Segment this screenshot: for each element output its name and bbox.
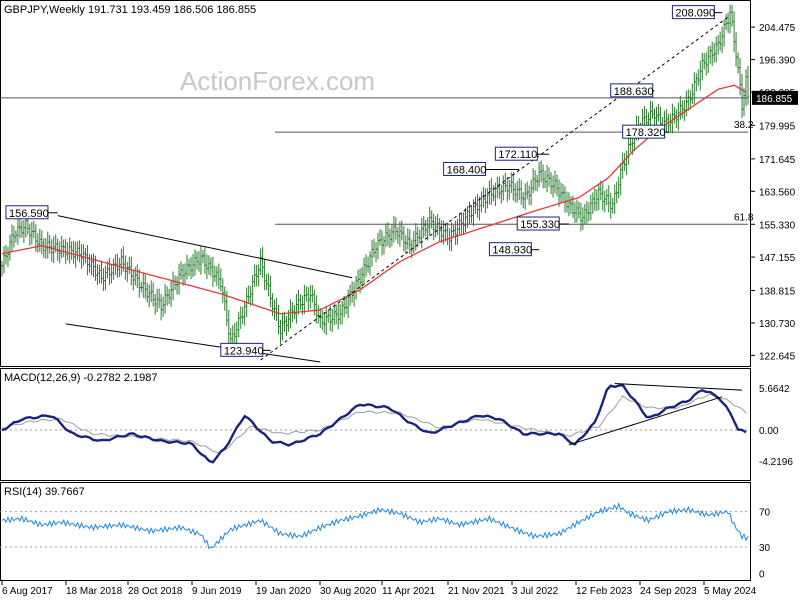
x-date-label: 9 Jun 2019 [192, 586, 242, 597]
macd-y-tick: 0.00 [759, 426, 779, 437]
x-date-label: 19 Jan 2020 [256, 586, 311, 597]
fib-label: 61.8 [734, 212, 754, 223]
price-label-box [5, 205, 49, 220]
price-label-box [622, 124, 666, 139]
rsi-y-tick: 70 [759, 508, 771, 519]
price-label: 168.400 [447, 164, 487, 176]
x-date-label: 5 May 2024 [704, 586, 757, 597]
price-label: 188.630 [614, 86, 654, 98]
current-price-label: 186.855 [756, 94, 793, 105]
dashed-trend-line [260, 16, 729, 361]
price-label-box [494, 146, 538, 161]
x-date-label: 12 Feb 2023 [576, 586, 633, 597]
price-label-box [610, 83, 654, 98]
x-date-label: 18 Mar 2018 [66, 586, 123, 597]
x-date-label: 3 Jul 2022 [512, 586, 559, 597]
price-y-tick: 196.390 [759, 56, 796, 67]
macd-trend-upper [614, 383, 743, 391]
price-label: 148.930 [492, 245, 532, 257]
rsi-header: RSI(14) 39.7667 [4, 486, 85, 498]
price-panel-frame [0, 0, 751, 367]
rsi-y-tick: 30 [759, 543, 771, 554]
price-y-tick: 138.815 [759, 287, 796, 298]
price-label-box [516, 216, 560, 231]
price-label: 156.590 [9, 208, 49, 220]
price-label: 172.110 [498, 149, 537, 161]
rsi-line [1, 502, 749, 550]
price-y-tick: 147.155 [759, 253, 796, 264]
macd-layer [0, 383, 748, 464]
macd-line [1, 383, 747, 464]
rsi-panel-frame [0, 482, 751, 581]
x-date-label: 28 Oct 2018 [128, 586, 183, 597]
rsi-y-tick: 0 [759, 570, 765, 581]
macd-panel-frame [0, 368, 751, 481]
watermark: ActionForex.com [180, 66, 375, 96]
axis-layer: 204.475196.390188.305179.995171.645163.5… [1, 23, 798, 597]
x-date-label: 11 Apr 2021 [382, 586, 436, 597]
price-label: 208.090 [675, 8, 715, 20]
channel-lower-line [65, 323, 321, 363]
price-y-tick: 204.475 [759, 23, 796, 34]
price-label: 155.330 [520, 219, 560, 231]
moving-average-line [1, 84, 747, 315]
x-date-label: 30 Aug 2020 [320, 586, 377, 597]
x-date-label: 6 Aug 2017 [2, 586, 53, 597]
price-label-box [220, 342, 264, 357]
price-y-tick: 179.995 [759, 121, 796, 132]
current-price-box [752, 90, 798, 105]
macd-y-tick: 5.6642 [759, 384, 790, 395]
price-y-tick: 155.330 [759, 220, 796, 231]
price-y-tick: 163.560 [759, 187, 796, 198]
price-header: GBPJPY,Weekly 191.731 193.459 186.506 18… [4, 4, 256, 16]
price-label-box [671, 5, 715, 20]
macd-trend-lower [568, 396, 723, 446]
macd-y-tick: -4.2196 [759, 457, 793, 468]
price-y-tick: 130.730 [759, 319, 796, 330]
price-y-tick: 122.645 [759, 351, 796, 362]
macd-header: MACD(12,26,9) -0.2782 2.1987 [4, 372, 157, 384]
price-layer: 38.2 61.8 156.590 123.940 168.400 148.930 172.… [0, 4, 754, 363]
price-label-box [488, 242, 532, 257]
price-label: 178.320 [626, 127, 666, 139]
price-label-box [443, 161, 487, 176]
rsi-layer [0, 502, 749, 550]
x-date-label: 21 Nov 2021 [448, 586, 505, 597]
channel-upper-line [57, 215, 353, 279]
price-y-tick: 171.645 [759, 155, 796, 166]
fib-label: 38.2 [734, 120, 754, 131]
price-label: 123.940 [224, 345, 264, 357]
x-date-label: 24 Sep 2023 [640, 586, 697, 597]
